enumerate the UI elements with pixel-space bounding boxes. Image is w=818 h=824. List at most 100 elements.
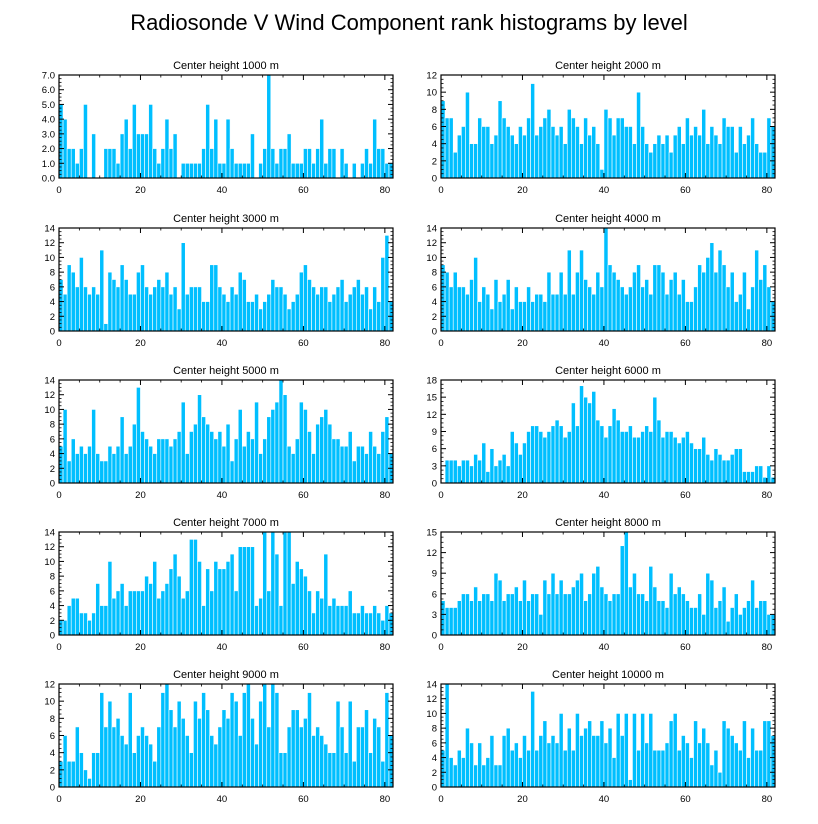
bar [351, 760, 357, 788]
bar [619, 431, 625, 484]
bar [717, 249, 723, 332]
bar [294, 561, 300, 636]
bar [364, 286, 369, 332]
bar [384, 692, 390, 788]
bar [172, 286, 178, 332]
bar [640, 431, 645, 484]
bar [632, 436, 637, 484]
bar [303, 264, 308, 332]
bar [689, 607, 694, 636]
bar [444, 459, 450, 484]
bar [294, 293, 300, 332]
bar [522, 735, 527, 788]
bar [636, 436, 641, 484]
bar [164, 583, 170, 636]
bar [717, 143, 723, 179]
bar [526, 600, 531, 636]
bar [640, 593, 645, 636]
bar [107, 445, 113, 484]
bar [713, 607, 719, 636]
x-tick-label: 20 [517, 338, 528, 349]
bar [254, 401, 259, 484]
bar [156, 726, 162, 788]
bar [70, 597, 76, 636]
bar [140, 133, 145, 179]
bar [607, 425, 613, 484]
bar [132, 293, 137, 332]
bar [319, 735, 325, 788]
bar [689, 301, 694, 332]
bar [307, 590, 312, 636]
y-tick-label: 10 [44, 405, 55, 416]
bar [603, 593, 609, 636]
bar [246, 162, 251, 179]
x-tick-label: 0 [438, 490, 443, 501]
y-tick-label: 2 [50, 464, 55, 475]
bar [762, 600, 768, 636]
bar [656, 600, 662, 636]
bar [331, 293, 337, 332]
bar [323, 286, 329, 332]
bar [217, 431, 223, 484]
bar [136, 133, 141, 179]
bar [648, 293, 654, 332]
bar [221, 162, 227, 179]
bar [668, 572, 674, 636]
y-tick-label: 4.0 [42, 115, 55, 126]
bar [221, 709, 227, 788]
bar [554, 134, 560, 179]
bar [364, 709, 369, 788]
bar [160, 148, 166, 179]
bar [656, 419, 662, 484]
bar [197, 162, 202, 179]
bar [79, 752, 84, 788]
bar [303, 575, 308, 636]
bar [713, 749, 719, 788]
bar [530, 593, 535, 636]
x-tick-label: 40 [599, 338, 610, 349]
bar [160, 286, 166, 332]
bar [697, 134, 702, 179]
bar [356, 445, 361, 484]
bar [107, 561, 113, 636]
bar [542, 117, 548, 179]
bar [709, 242, 715, 332]
bar [456, 465, 462, 484]
bar [189, 162, 194, 179]
bar [619, 286, 625, 332]
bar [575, 713, 580, 788]
bar [323, 162, 329, 179]
bar [184, 735, 190, 788]
bar [599, 169, 605, 179]
bar [311, 453, 316, 484]
bar [546, 109, 552, 179]
bar [562, 593, 568, 636]
bar [623, 126, 629, 179]
bar [360, 605, 365, 636]
bar [368, 431, 373, 484]
bar [299, 726, 304, 788]
bar [99, 460, 105, 484]
bar [448, 286, 454, 332]
x-tick-label: 60 [680, 794, 691, 805]
bar [713, 271, 719, 332]
x-tick-label: 40 [217, 490, 228, 501]
y-tick-label: 8 [432, 268, 437, 279]
bar [595, 143, 601, 179]
bar [311, 162, 316, 179]
bar [672, 271, 678, 332]
bar [705, 742, 711, 788]
bar [380, 257, 386, 332]
y-tick-label: 0 [50, 327, 55, 338]
bar [571, 117, 576, 179]
x-tick-label: 60 [298, 490, 309, 501]
bar [689, 757, 694, 788]
bar [725, 459, 731, 484]
bar [656, 749, 662, 788]
bar [286, 445, 292, 484]
bar [364, 453, 369, 484]
panel-title: Center height 5000 m [173, 365, 279, 377]
bar [343, 445, 349, 484]
x-tick-label: 40 [599, 185, 610, 196]
bar [566, 109, 572, 179]
